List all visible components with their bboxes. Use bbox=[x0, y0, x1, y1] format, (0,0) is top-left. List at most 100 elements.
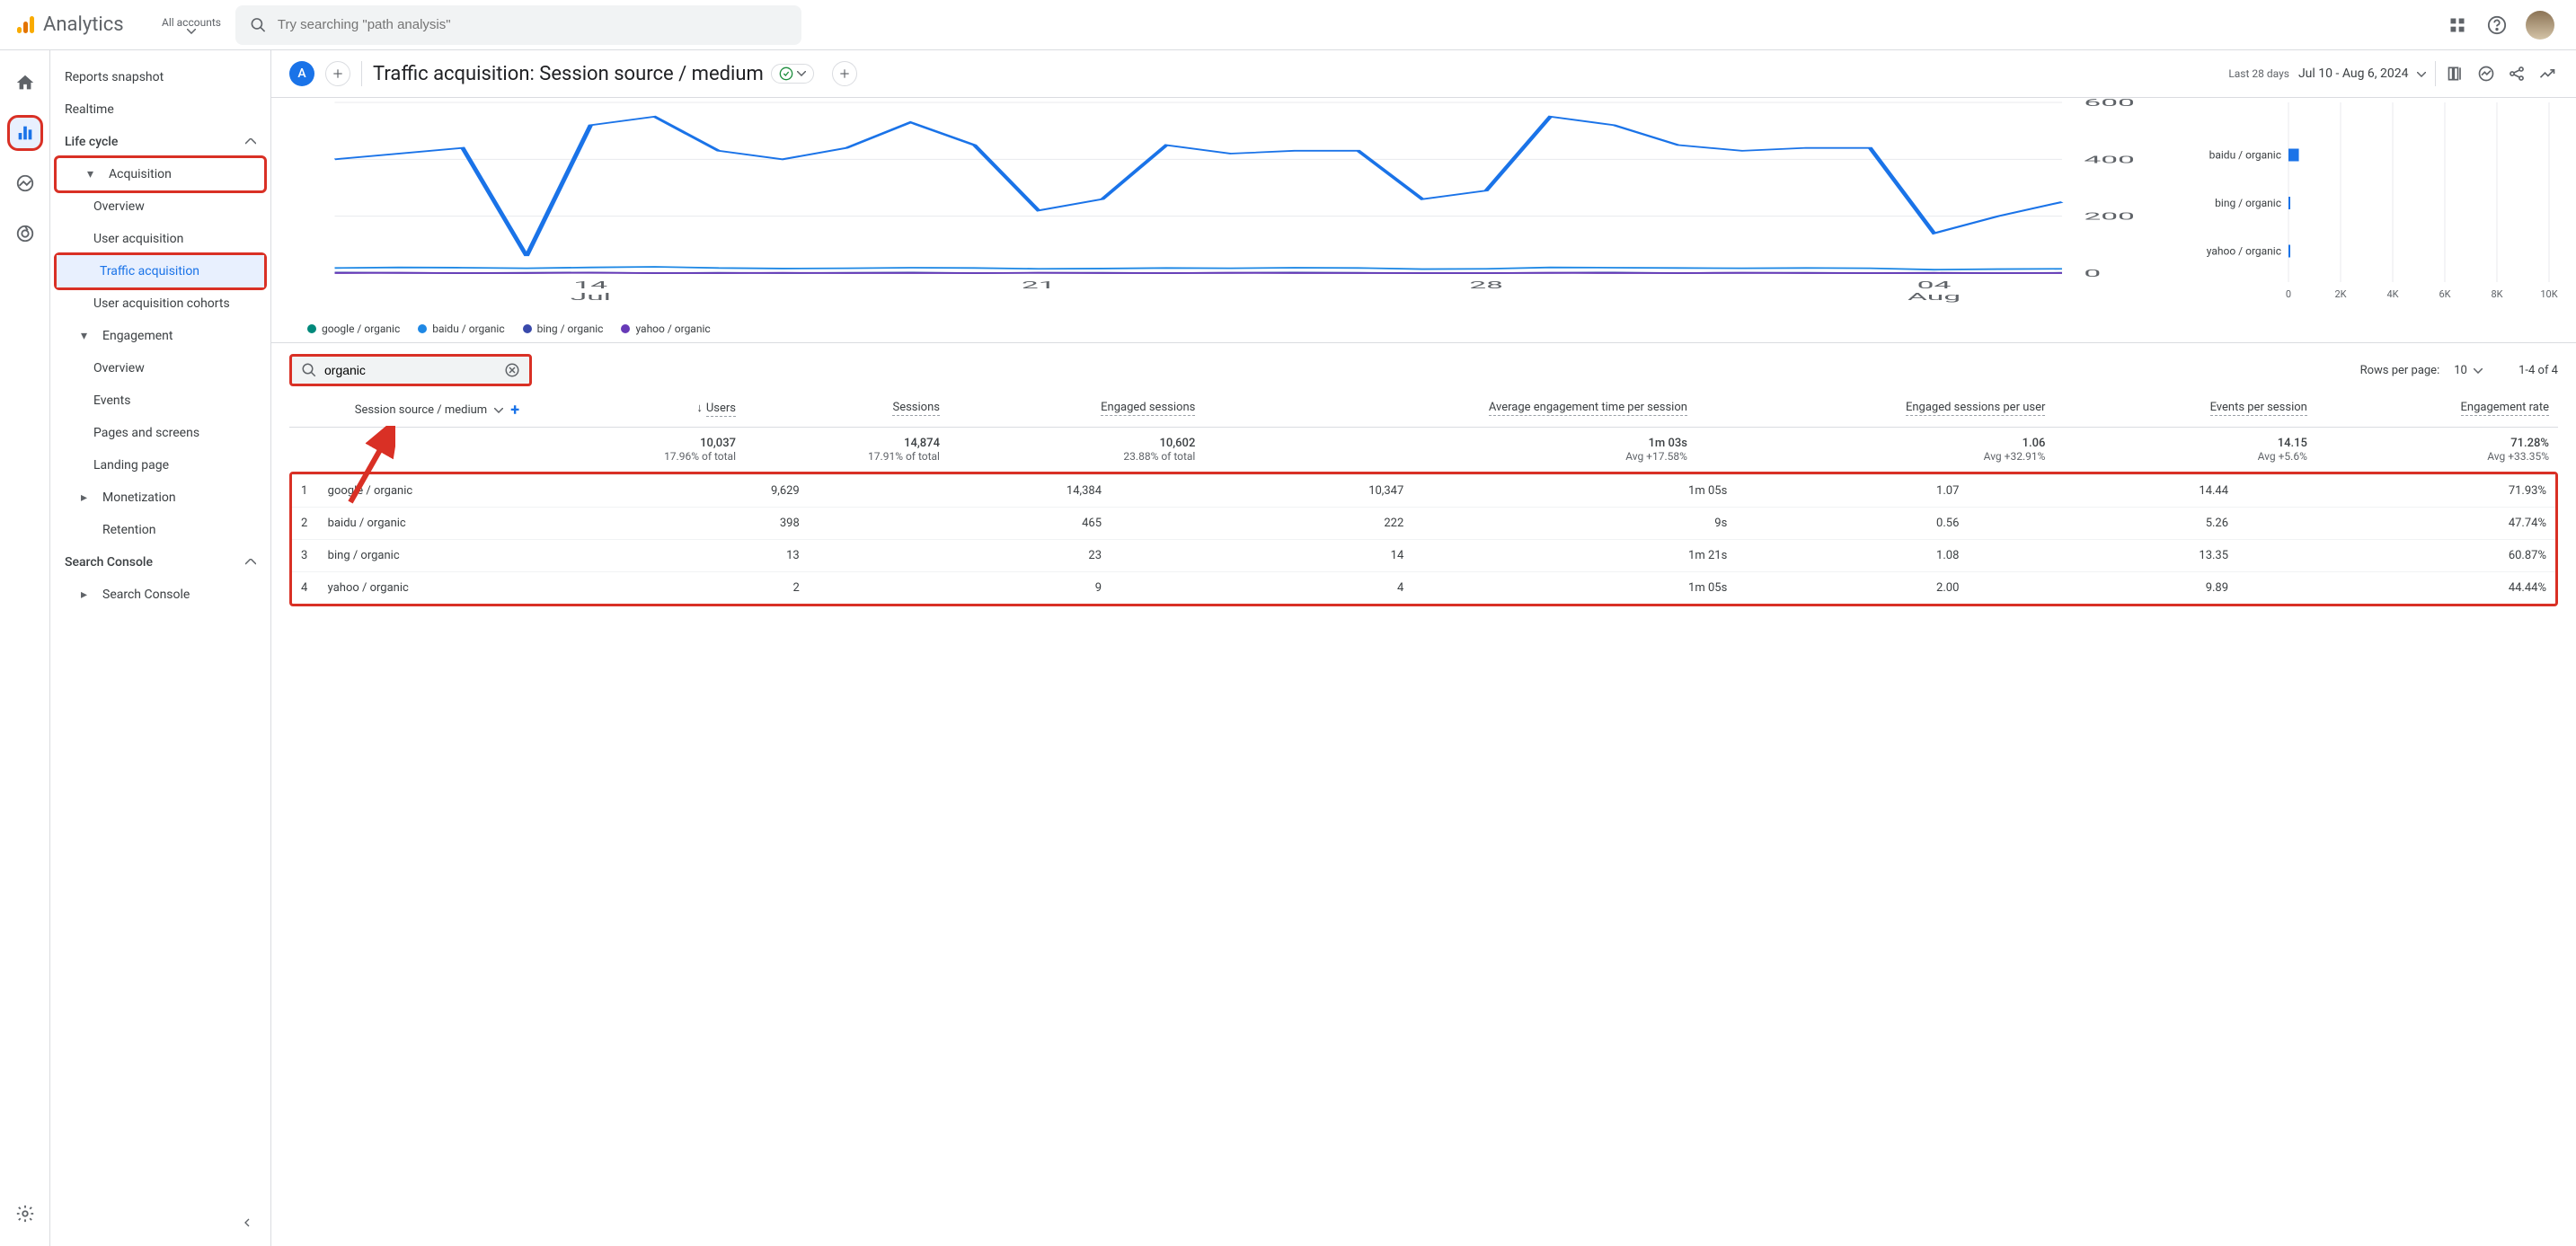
share-icon[interactable] bbox=[2506, 63, 2527, 84]
clear-search-icon[interactable] bbox=[504, 362, 520, 378]
nav-life-cycle[interactable]: Life cycle bbox=[50, 126, 270, 158]
col-users[interactable]: ↓Users bbox=[541, 393, 745, 428]
collapse-nav-button[interactable] bbox=[235, 1210, 260, 1235]
table-controls: Rows per page: 10 1-4 of 4 bbox=[289, 354, 2558, 386]
svg-text:baidu / organic: baidu / organic bbox=[2209, 149, 2281, 162]
svg-text:Jul: Jul bbox=[571, 291, 611, 303]
legend-dot-icon bbox=[307, 324, 316, 333]
row-cell: 0.56 bbox=[1736, 508, 1968, 540]
col-eng-sessions-per-user[interactable]: Engaged sessions per user bbox=[1696, 393, 2054, 428]
nav-reports-snapshot[interactable]: Reports snapshot bbox=[50, 61, 270, 93]
logo-section: Analytics bbox=[14, 13, 158, 36]
status-chip[interactable] bbox=[771, 64, 814, 84]
col-sessions[interactable]: Sessions bbox=[745, 393, 949, 428]
segment-chip[interactable]: A bbox=[289, 61, 314, 86]
svg-text:04: 04 bbox=[1917, 279, 1952, 291]
row-cell: 222 bbox=[1111, 508, 1412, 540]
table-row[interactable]: 1 google / organic9,62914,38410,3471m 05… bbox=[292, 475, 2555, 508]
nav-eng-overview[interactable]: Overview bbox=[50, 352, 270, 384]
col-avg-eng-time[interactable]: Average engagement time per session bbox=[1204, 393, 1696, 428]
row-cell: 14.44 bbox=[1968, 475, 2237, 508]
add-comparison-button[interactable] bbox=[832, 61, 857, 86]
help-icon[interactable] bbox=[2486, 14, 2508, 36]
customize-report-icon[interactable] bbox=[2445, 63, 2466, 84]
chevron-down-icon bbox=[187, 29, 196, 34]
row-cell: 47.74% bbox=[2237, 508, 2555, 540]
rows-per-page-value: 10 bbox=[2454, 364, 2467, 377]
legend-dot-icon bbox=[621, 324, 630, 333]
row-cell: 13.35 bbox=[1968, 540, 2237, 572]
nav-traffic-acquisition[interactable]: Traffic acquisition bbox=[57, 255, 264, 287]
nav-search-console-label: Search Console bbox=[65, 555, 153, 570]
date-range-text: Jul 10 - Aug 6, 2024 bbox=[2298, 66, 2409, 81]
svg-text:yahoo / organic: yahoo / organic bbox=[2207, 245, 2281, 258]
rows-per-page-select[interactable]: 10 bbox=[2454, 364, 2483, 377]
legend-item[interactable]: yahoo / organic bbox=[621, 323, 710, 335]
table-section: Rows per page: 10 1-4 of 4 bbox=[271, 342, 2576, 617]
nav-monetization-label: Monetization bbox=[102, 490, 176, 505]
insights-icon[interactable] bbox=[2475, 63, 2497, 84]
icon-rail bbox=[0, 50, 50, 1246]
legend-label: yahoo / organic bbox=[635, 323, 710, 335]
check-circle-icon bbox=[779, 66, 793, 81]
table-row[interactable]: 4 yahoo / organic2941m 05s2.009.8944.44% bbox=[292, 572, 2555, 605]
page-title-wrap: Traffic acquisition: Session source / me… bbox=[373, 63, 814, 85]
rail-reports-icon[interactable] bbox=[7, 115, 43, 151]
dimension-selector[interactable]: Session source / medium + bbox=[298, 401, 519, 420]
global-search[interactable] bbox=[235, 5, 801, 45]
table-row[interactable]: 2 baidu / organic3984652229s0.565.2647.7… bbox=[292, 508, 2555, 540]
dimension-label: Session source / medium bbox=[355, 403, 487, 417]
col-engagement-rate[interactable]: Engagement rate bbox=[2316, 393, 2558, 428]
rail-advertising-icon[interactable] bbox=[7, 216, 43, 252]
chevron-up-icon bbox=[245, 138, 256, 146]
svg-text:2K: 2K bbox=[2334, 288, 2346, 300]
nav-pages-screens[interactable]: Pages and screens bbox=[50, 417, 270, 449]
add-segment-button[interactable] bbox=[325, 61, 350, 86]
nav-search-console[interactable]: Search Console bbox=[50, 546, 270, 579]
totals-row: 10,03717.96% of total14,87417.91% of tot… bbox=[289, 428, 2558, 473]
rail-explore-icon[interactable] bbox=[7, 165, 43, 201]
col-events-per-session[interactable]: Events per session bbox=[2054, 393, 2315, 428]
nav-user-acq-cohorts[interactable]: User acquisition cohorts bbox=[50, 287, 270, 320]
chevron-up-icon bbox=[245, 559, 256, 566]
nav-retention[interactable]: ▸ Retention bbox=[50, 514, 270, 546]
table-search[interactable] bbox=[289, 354, 532, 386]
legend-item[interactable]: bing / organic bbox=[523, 323, 604, 335]
rail-settings-icon[interactable] bbox=[7, 1196, 43, 1232]
row-dim: 1 google / organic bbox=[292, 475, 544, 508]
nav-user-acquisition[interactable]: User acquisition bbox=[50, 223, 270, 255]
accounts-dropdown[interactable]: All accounts bbox=[162, 16, 221, 34]
rows-per-page-label: Rows per page: bbox=[2360, 364, 2440, 377]
chevron-down-icon bbox=[2417, 72, 2426, 77]
caret-down-icon: ▾ bbox=[81, 329, 95, 343]
nav-engagement[interactable]: ▾ Engagement bbox=[50, 320, 270, 352]
row-dim: 3 bing / organic bbox=[292, 540, 544, 572]
trend-icon[interactable] bbox=[2536, 63, 2558, 84]
col-engaged-sessions[interactable]: Engaged sessions bbox=[949, 393, 1204, 428]
chevron-down-icon bbox=[2474, 368, 2483, 374]
table-search-input[interactable] bbox=[324, 363, 504, 377]
legend-dot-icon bbox=[418, 324, 427, 333]
row-cell: 9,629 bbox=[544, 475, 809, 508]
charts-row: 600400200014Jul212804Aug 02K4K6K8K10Kbai… bbox=[271, 98, 2576, 315]
add-dimension-icon[interactable]: + bbox=[510, 401, 519, 420]
legend-item[interactable]: google / organic bbox=[307, 323, 400, 335]
user-avatar[interactable] bbox=[2526, 11, 2554, 40]
nav-events[interactable]: Events bbox=[50, 384, 270, 417]
global-search-input[interactable] bbox=[278, 17, 787, 32]
apps-icon[interactable] bbox=[2447, 14, 2468, 36]
nav-acquisition[interactable]: ▾ Acquisition bbox=[57, 158, 264, 190]
row-cell: 1.07 bbox=[1736, 475, 1968, 508]
line-chart: 600400200014Jul212804Aug bbox=[307, 98, 2172, 305]
date-range-picker[interactable]: Jul 10 - Aug 6, 2024 bbox=[2298, 66, 2426, 81]
nav-realtime[interactable]: Realtime bbox=[50, 93, 270, 126]
legend-item[interactable]: baidu / organic bbox=[418, 323, 504, 335]
rail-home-icon[interactable] bbox=[7, 65, 43, 101]
nav-acq-overview[interactable]: Overview bbox=[50, 190, 270, 223]
nav-monetization[interactable]: ▸ Monetization bbox=[50, 482, 270, 514]
main-content: A Traffic acquisition: Session source / … bbox=[271, 50, 2576, 1246]
table-row[interactable]: 3 bing / organic1323141m 21s1.0813.3560.… bbox=[292, 540, 2555, 572]
nav-landing-page[interactable]: Landing page bbox=[50, 449, 270, 482]
nav-search-console-sub[interactable]: ▸ Search Console bbox=[50, 579, 270, 611]
row-cell: 2 bbox=[544, 572, 809, 605]
